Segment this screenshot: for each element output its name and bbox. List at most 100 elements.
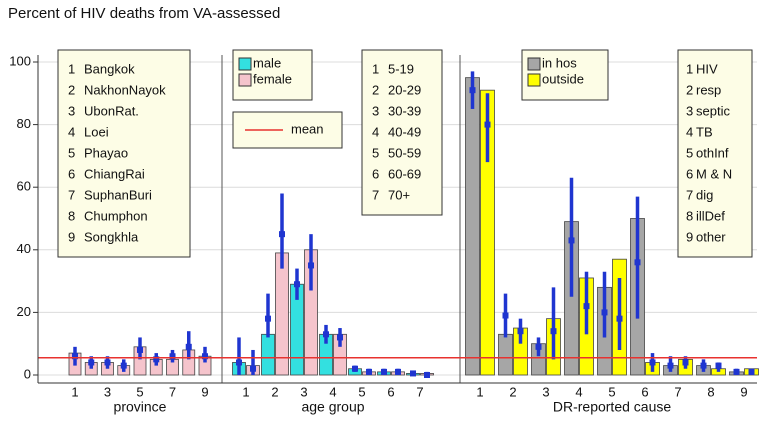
point-estimate	[700, 362, 707, 369]
legend-label: mean	[291, 121, 324, 136]
x-tick-label: 1	[242, 384, 249, 399]
key-code: 9	[68, 229, 75, 244]
key-code: 4	[686, 124, 693, 139]
key-code: 1	[68, 61, 75, 76]
key-label: Songkhla	[84, 229, 139, 244]
key-label: resp	[696, 82, 721, 97]
x-tick-label: 2	[271, 384, 278, 399]
point-estimate	[550, 328, 557, 335]
key-label: 20-29	[388, 82, 421, 97]
key-label: septic	[696, 103, 730, 118]
key-code: 5	[68, 145, 75, 160]
x-tick-label: 6	[387, 384, 394, 399]
point-estimate	[634, 259, 641, 266]
key-code: 7	[686, 187, 693, 202]
point-estimate	[279, 231, 285, 238]
point-estimate	[202, 353, 208, 360]
key-code: 4	[372, 124, 379, 139]
point-estimate	[185, 343, 192, 350]
point-estimate	[601, 309, 608, 316]
bar	[465, 77, 480, 376]
bar	[498, 333, 513, 376]
key-code: 1	[372, 61, 379, 76]
point-estimate	[410, 370, 416, 377]
point-estimate	[137, 346, 143, 353]
point-estimate	[424, 372, 430, 378]
key-label: HIV	[696, 61, 718, 76]
y-tick-label: 0	[24, 366, 31, 381]
key-label: 40-49	[388, 124, 421, 139]
y-tick-label: 80	[17, 116, 31, 131]
key-label: SuphanBuri	[84, 187, 152, 202]
legend-swatch	[527, 57, 541, 71]
y-tick-label: 20	[17, 304, 31, 319]
point-estimate	[667, 362, 674, 369]
x-tick-label: 1	[71, 384, 78, 399]
point-estimate	[502, 312, 509, 319]
key-code: 2	[372, 82, 379, 97]
point-estimate	[294, 281, 300, 288]
key-label: 70+	[388, 187, 410, 202]
key-code: 8	[686, 208, 693, 223]
key-label: Phayao	[84, 145, 128, 160]
legend-label: male	[253, 55, 281, 70]
x-tick-label: 3	[104, 384, 111, 399]
x-axis-label: DR-reported cause	[553, 399, 671, 415]
key-label: other	[696, 229, 726, 244]
point-estimate	[72, 353, 78, 360]
key-label: Bangkok	[84, 61, 135, 76]
point-estimate	[568, 237, 575, 244]
chart-title: Percent of HIV deaths from VA-assessed	[8, 5, 280, 22]
point-estimate	[484, 121, 491, 128]
x-tick-label: 3	[300, 384, 307, 399]
x-tick-label: 7	[169, 384, 176, 399]
point-estimate	[469, 87, 476, 94]
key-code: 6	[68, 166, 75, 181]
x-tick-label: 8	[707, 384, 714, 399]
bar	[480, 89, 495, 376]
key-label: 60-69	[388, 166, 421, 181]
point-estimate	[352, 365, 358, 372]
x-tick-label: 5	[608, 384, 615, 399]
key-label: M & N	[696, 166, 732, 181]
point-estimate	[366, 368, 372, 375]
key-label: 5-19	[388, 61, 414, 76]
key-code: 8	[68, 208, 75, 223]
legend-label: in hos	[542, 55, 577, 70]
point-estimate	[381, 368, 387, 375]
x-tick-label: 9	[201, 384, 208, 399]
key-label: Loei	[84, 124, 109, 139]
key-label: Chumphon	[84, 208, 148, 223]
x-tick-label: 5	[136, 384, 143, 399]
point-estimate	[517, 328, 524, 335]
point-estimate	[682, 359, 689, 366]
key-code: 2	[686, 82, 693, 97]
x-tick-label: 4	[329, 384, 336, 399]
key-code: 2	[68, 82, 75, 97]
point-estimate	[153, 356, 160, 363]
x-tick-label: 5	[358, 384, 365, 399]
point-estimate	[104, 359, 111, 366]
key-label: TB	[696, 124, 713, 139]
point-estimate	[616, 315, 623, 322]
point-estimate	[733, 368, 740, 375]
legend-label: female	[253, 71, 292, 86]
key-code: 3	[686, 103, 693, 118]
key-box	[57, 49, 191, 258]
y-tick-label: 60	[17, 179, 31, 194]
point-estimate	[748, 368, 755, 375]
x-tick-label: 3	[542, 384, 549, 399]
key-code: 3	[68, 103, 75, 118]
point-estimate	[308, 262, 314, 269]
point-estimate	[120, 362, 127, 369]
legend-swatch	[238, 73, 252, 87]
x-tick-label: 2	[509, 384, 516, 399]
key-label: dig	[696, 187, 713, 202]
legend-label: outside	[542, 71, 584, 86]
point-estimate	[535, 343, 542, 350]
y-tick-label: 100	[9, 53, 31, 68]
x-tick-label: 7	[674, 384, 681, 399]
key-label: 30-39	[388, 103, 421, 118]
key-code: 9	[686, 229, 693, 244]
